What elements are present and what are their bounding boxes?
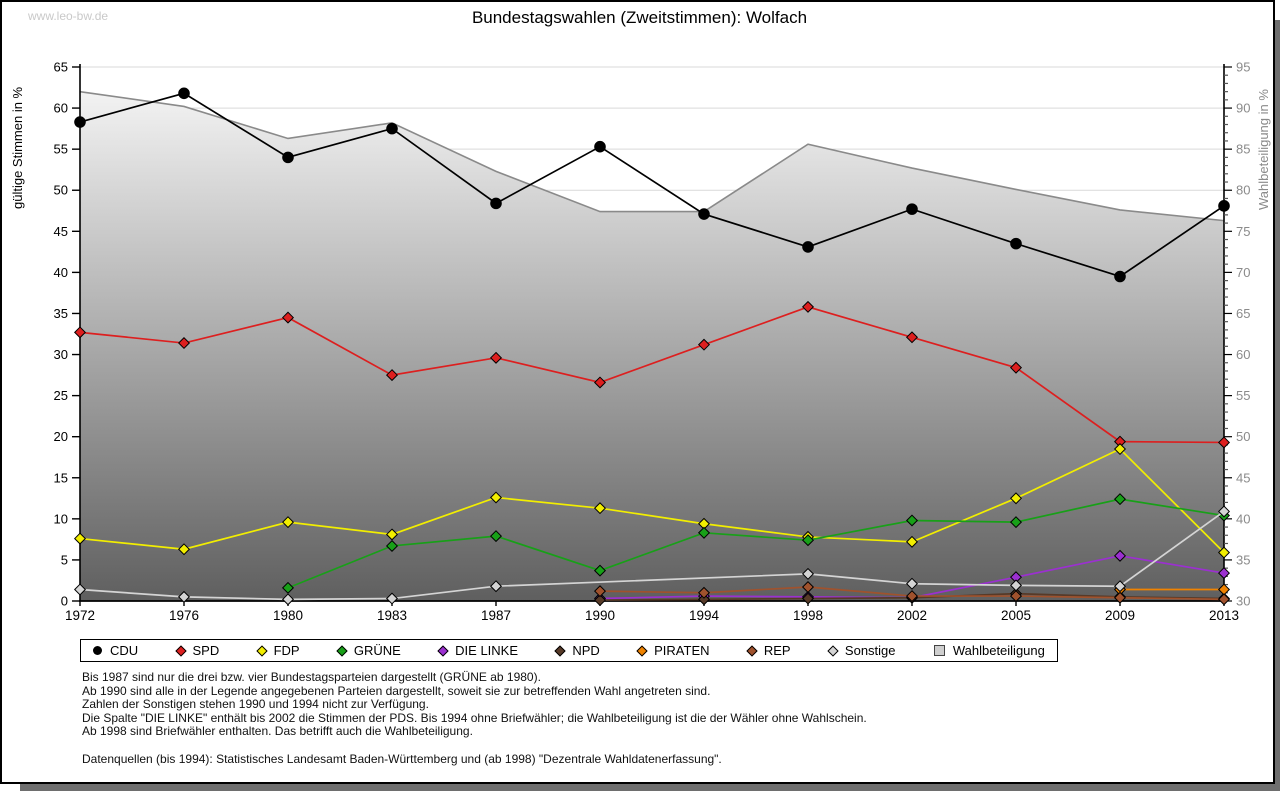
footnote-line: Ab 1998 sind Briefwähler enthalten. Das … [82, 724, 473, 739]
watermark-url: www.leo-bw.de [28, 9, 109, 23]
legend-item-die-linke: DIE LINKE [437, 643, 519, 658]
legend-item-cdu: CDU [93, 643, 138, 658]
x-tick-label: 2013 [1209, 608, 1239, 623]
legend-label: GRÜNE [353, 643, 401, 658]
circle-marker-icon [93, 646, 102, 655]
x-tick-label: 1972 [65, 608, 95, 623]
legend-label: DIE LINKE [455, 643, 519, 658]
right-tick-label: 95 [1236, 60, 1250, 75]
turnout-area [80, 91, 1224, 602]
diamond-marker-icon [437, 644, 449, 657]
footnote-line: Ab 1990 sind alle in der Legende angegeb… [82, 683, 711, 698]
left-tick-label: 50 [54, 183, 68, 198]
area-marker-icon [933, 645, 945, 656]
legend-label: REP [763, 643, 791, 658]
x-tick-label: 1983 [377, 608, 407, 623]
legend-label: CDU [110, 643, 139, 658]
left-tick-label: 10 [54, 511, 68, 526]
footnote-line [82, 739, 867, 753]
footnote-line: Bis 1987 sind nur die drei bzw. vier Bun… [82, 670, 541, 684]
left-tick-label: 5 [61, 552, 68, 567]
right-tick-label: 40 [1236, 511, 1250, 526]
x-tick-label: 1987 [481, 608, 511, 623]
turnout-line [79, 90, 1225, 222]
legend-item-spd: SPD [174, 643, 220, 658]
legend-label: NPD [572, 643, 600, 658]
left-tick-label: 25 [54, 388, 68, 403]
legend-label: PIRATEN [654, 643, 710, 658]
right-axis-title: Wahlbeteiligung in % [1256, 89, 1271, 210]
diamond-marker-icon [554, 644, 567, 657]
legend-label: Sonstige [844, 643, 896, 658]
panel-shadow-right [1275, 20, 1280, 791]
diamond-marker-icon [827, 644, 839, 657]
x-tick-label: 2002 [897, 608, 927, 623]
series-Sonstige [73, 505, 1231, 606]
footnote-line: Zahlen der Sonstigen stehen 1990 und 199… [82, 697, 429, 712]
x-tick-label: 1976 [169, 608, 199, 623]
right-tick-label: 45 [1236, 470, 1250, 485]
legend-item-grüne: GRÜNE [336, 643, 401, 658]
legend-label: Wahlbeteiligung [952, 643, 1045, 658]
panel-shadow-bottom [20, 784, 1280, 791]
right-tick-label: 30 [1236, 594, 1250, 609]
left-tick-label: 55 [54, 142, 68, 157]
x-tick-label: 2005 [1001, 608, 1031, 623]
footnotes: Bis 1987 sind nur die drei bzw. vier Bun… [82, 670, 867, 766]
diamond-marker-icon [336, 644, 348, 657]
diamond-marker-icon [174, 644, 187, 657]
left-tick-label: 40 [54, 265, 68, 280]
right-tick-label: 65 [1236, 306, 1250, 321]
diamond-marker-icon [746, 644, 758, 657]
series-GRÜNE [281, 493, 1231, 594]
legend-label: SPD [192, 643, 220, 658]
legend: CDU SPD FDP GRÜNE DIE LINKE NPD PIRATEN REP Sons… [80, 639, 1058, 662]
right-tick-label: 70 [1236, 265, 1250, 280]
legend-item-sonstige: Sonstige [827, 643, 896, 658]
x-tick-label: 1990 [585, 608, 615, 623]
left-tick-label: 15 [54, 470, 68, 485]
legend-item-piraten: PIRATEN [636, 643, 710, 658]
x-tick-label: 1980 [273, 608, 303, 623]
footnote-line: Datenquellen (bis 1994): Statistisches L… [82, 751, 722, 766]
x-tick-label: 2009 [1105, 608, 1135, 623]
legend-item-fdp: FDP [255, 643, 300, 658]
series-CDU [74, 87, 1230, 283]
right-tick-label: 85 [1236, 142, 1250, 157]
right-tick-label: 80 [1236, 183, 1250, 198]
left-tick-label: 20 [54, 429, 68, 444]
right-tick-label: 35 [1236, 552, 1250, 567]
legend-item-npd: NPD [554, 643, 600, 658]
legend-item-wahlbeteiligung: Wahlbeteiligung [933, 643, 1045, 658]
legend-label: FDP [273, 643, 300, 658]
diamond-marker-icon [255, 644, 268, 657]
right-tick-label: 75 [1236, 224, 1250, 239]
left-tick-label: 35 [54, 306, 68, 321]
x-tick-label: 1994 [689, 608, 720, 623]
left-tick-label: 65 [54, 60, 68, 75]
right-tick-label: 90 [1236, 101, 1250, 116]
x-tick-label: 1998 [793, 608, 823, 623]
left-tick-label: 45 [54, 224, 68, 239]
page-title: Bundestagswahlen (Zweitstimmen): Wolfach [471, 8, 808, 27]
legend-item-rep: REP [746, 643, 791, 658]
left-tick-label: 30 [54, 347, 68, 362]
diamond-marker-icon [636, 644, 648, 657]
right-tick-label: 50 [1236, 429, 1250, 444]
series-REP [593, 581, 1231, 606]
right-tick-label: 55 [1236, 388, 1250, 403]
left-tick-label: 60 [54, 101, 68, 116]
left-tick-label: 0 [61, 594, 68, 609]
footnote-line: Die Spalte "DIE LINKE" enthält bis 2002 … [82, 710, 867, 725]
left-axis-title: gültige Stimmen in % [10, 86, 25, 209]
right-tick-label: 60 [1236, 347, 1250, 362]
series-SPD [73, 300, 1231, 449]
series-FDP [73, 443, 1231, 559]
